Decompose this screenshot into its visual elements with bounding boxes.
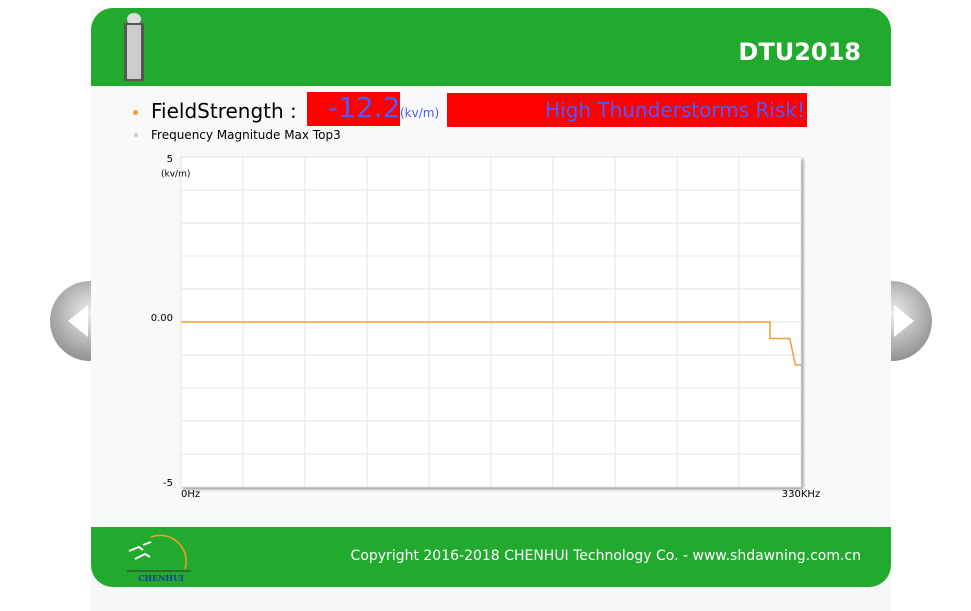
device-icon	[124, 13, 144, 81]
y-tick-label: 5	[167, 154, 173, 165]
x-tick-label: 330KHz	[782, 489, 820, 500]
title: DTU2018	[738, 38, 861, 66]
header: DTU2018	[91, 8, 891, 86]
y-tick-label: -5	[163, 478, 173, 489]
x-tick-label: 0Hz	[181, 489, 200, 500]
footer: CHENHUI Copyright 2016-2018 CHENHUI Tech…	[91, 527, 891, 587]
bullet	[133, 110, 138, 115]
y-tick-label: 0.00	[151, 313, 173, 324]
alert: High Thunderstorms Risk!	[447, 93, 807, 127]
field-unit: (kv/m)	[400, 106, 440, 120]
logo: CHENHUI	[127, 534, 191, 583]
field-value: -12.2	[328, 91, 401, 124]
y-axis-label: (kv/m)	[161, 170, 190, 180]
bullet	[134, 133, 138, 137]
field-label: FieldStrength :	[151, 99, 297, 123]
logo-text: CHENHUI	[138, 573, 184, 583]
chart-title: Frequency Magnitude Max Top3	[151, 128, 341, 142]
copyright: Copyright 2016-2018 CHENHUI Technology C…	[350, 548, 861, 564]
prev-arrow	[68, 305, 88, 337]
next-arrow	[894, 305, 914, 337]
value-box	[307, 92, 400, 126]
data-line	[181, 321, 801, 366]
